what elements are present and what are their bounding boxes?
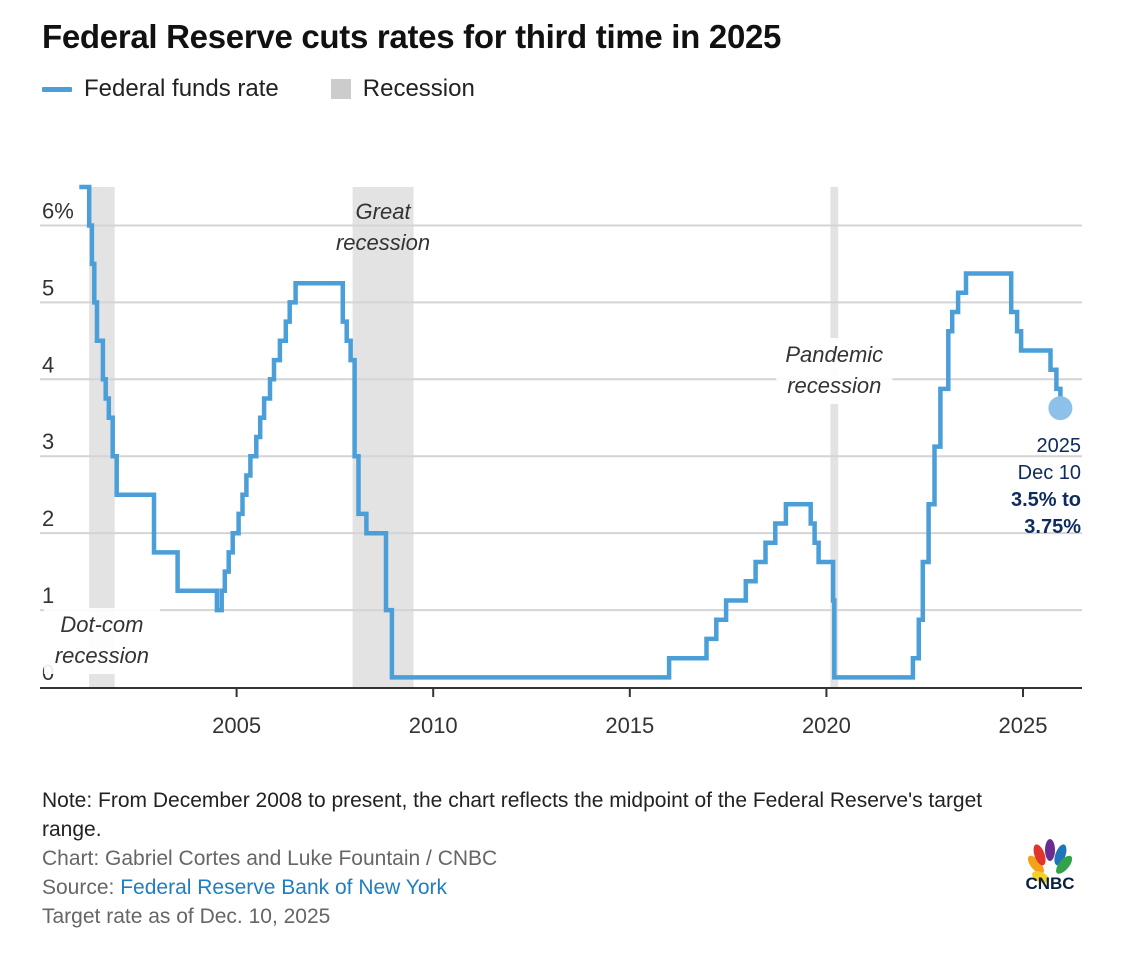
legend: Federal funds rate Recession — [42, 74, 527, 104]
y-tick-label: 4 — [42, 352, 54, 377]
y-tick-label: 3 — [42, 429, 54, 454]
recession-label: Dot-com — [60, 612, 143, 637]
rate-chart: 0123456%20052010201520202025Dot-comreces… — [40, 184, 1082, 738]
recession-label: recession — [787, 373, 881, 398]
endpoint-annotation: 3.75% — [1024, 516, 1081, 538]
recession-label: Great — [356, 199, 412, 224]
legend-label-recession: Recession — [362, 75, 475, 102]
recession-label-bg — [776, 338, 893, 404]
x-tick-label: 2010 — [409, 713, 458, 738]
recession-label: recession — [336, 230, 430, 255]
recession-label-bg — [43, 608, 160, 674]
note-text: Note: From December 2008 to present, the… — [42, 789, 983, 841]
credit-text: Chart: Gabriel Cortes and Luke Fountain … — [42, 847, 498, 870]
legend-label-funds-rate: Federal funds rate — [84, 75, 279, 102]
y-tick-label: 1 — [42, 583, 54, 608]
y-tick-label: 6% — [42, 198, 74, 223]
chart-title: Federal Reserve cuts rates for third tim… — [42, 18, 782, 55]
peacock-feathers-icon — [1027, 839, 1073, 883]
x-tick-label: 2020 — [802, 713, 851, 738]
recession-label: recession — [55, 643, 149, 668]
endpoint-annotation: 2025 — [1037, 435, 1082, 457]
cnbc-peacock-logo: CNBC — [1025, 839, 1075, 892]
cnbc-wordmark: CNBC — [1025, 874, 1074, 892]
funds-rate-line — [79, 184, 1063, 680]
y-tick-label: 2 — [42, 506, 54, 531]
endpoint-annotation: 3.5% to — [1011, 489, 1081, 511]
recession-band — [352, 187, 414, 687]
endpoint-marker — [1048, 396, 1073, 421]
x-tick-label: 2005 — [212, 713, 261, 738]
source-line: Source: Federal Reserve Bank of New York — [42, 873, 1032, 902]
y-tick-label: 5 — [42, 275, 54, 300]
x-tick-label: 2025 — [999, 713, 1048, 738]
x-tick-label: 2015 — [605, 713, 654, 738]
chart-notes: Note: From December 2008 to present, the… — [42, 786, 1032, 931]
recession-band — [830, 187, 839, 687]
recession-label: Pandemic — [785, 342, 883, 367]
legend-box-swatch — [330, 79, 351, 99]
legend-item-funds-rate: Federal funds rate — [42, 75, 279, 103]
legend-item-recession: Recession — [330, 75, 475, 103]
source-link[interactable]: Federal Reserve Bank of New York — [120, 876, 448, 899]
asof-text: Target rate as of Dec. 10, 2025 — [42, 905, 331, 928]
source-label: Source: — [42, 876, 121, 899]
endpoint-annotation: Dec 10 — [1018, 462, 1081, 484]
legend-line-swatch — [42, 86, 72, 92]
